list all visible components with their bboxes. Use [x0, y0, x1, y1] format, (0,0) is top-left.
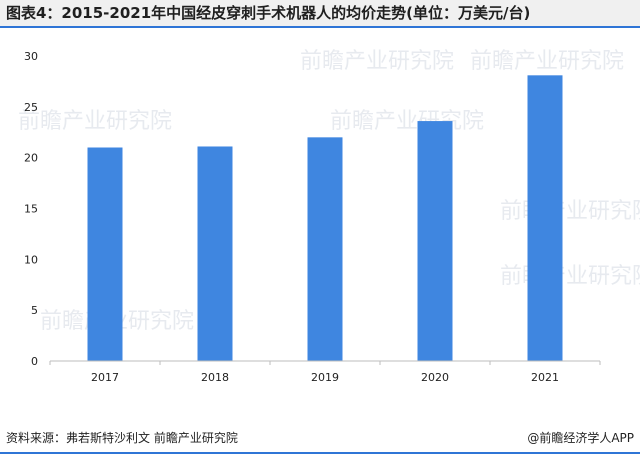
- title-underline: [0, 26, 640, 28]
- footer-rule: [0, 452, 640, 454]
- x-tick-label: 2019: [311, 371, 339, 384]
- y-tick-label: 10: [24, 253, 38, 266]
- y-axis: 0 5 10 15 20 25 30: [24, 50, 38, 368]
- x-tick-label: 2017: [91, 371, 119, 384]
- bar-2019: [307, 137, 343, 361]
- source-note: 资料来源：弗若斯特沙利文 前瞻产业研究院: [6, 431, 238, 445]
- brand-credit: @前瞻经济学人APP: [527, 431, 634, 445]
- y-tick-label: 5: [31, 304, 38, 317]
- y-tick-label: 15: [24, 203, 38, 216]
- bar-2018: [197, 146, 233, 361]
- y-tick-label: 25: [24, 101, 38, 114]
- x-tick-label: 2018: [201, 371, 229, 384]
- watermark-text: 前瞻产业研究院: [300, 49, 454, 74]
- y-tick-label: 30: [24, 50, 38, 63]
- bar-chart: 前瞻产业研究院 前瞻产业研究院 前瞻产业研究院 前瞻产业研究院 前瞻产业研究院 …: [18, 49, 640, 384]
- bar-2020: [417, 121, 453, 361]
- y-tick-label: 20: [24, 152, 38, 165]
- chart-title: 图表4：2015-2021年中国经皮穿刺手术机器人的均价走势(单位：万美元/台): [0, 0, 640, 26]
- x-tick-label: 2021: [531, 371, 559, 384]
- watermark-text: 前瞻产业研究院: [18, 109, 172, 134]
- bar-2017: [87, 147, 123, 361]
- x-axis: 2017 2018 2019 2020 2021: [49, 361, 601, 384]
- y-tick-label: 0: [31, 355, 38, 368]
- bars: [87, 75, 563, 362]
- bar-2021: [527, 75, 563, 362]
- watermark-text: 前瞻产业研究院: [500, 199, 640, 224]
- x-tick-label: 2020: [421, 371, 449, 384]
- footer: 资料来源：弗若斯特沙利文 前瞻产业研究院 @前瞻经济学人APP: [6, 426, 634, 450]
- watermark-text: 前瞻产业研究院: [500, 264, 640, 289]
- watermark-text: 前瞻产业研究院: [470, 49, 624, 74]
- watermark-text: 前瞻产业研究院: [330, 109, 484, 134]
